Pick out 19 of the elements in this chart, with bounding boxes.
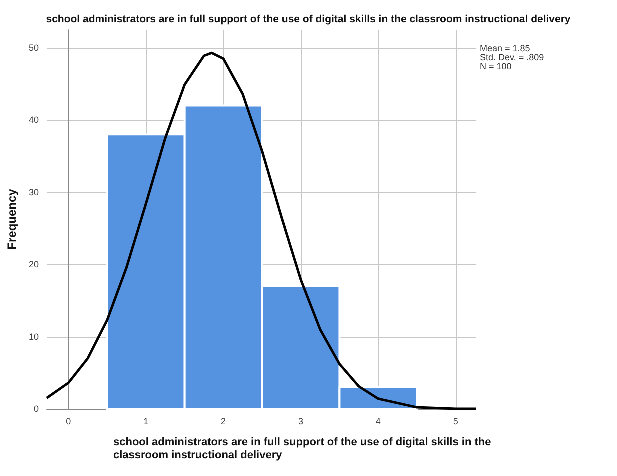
y-tick-label: 40 [28, 115, 39, 126]
text: Std. Dev. = .809 [480, 52, 544, 62]
x-axis-title: school administrators are in full support of the use of digital skills in the classroom instructional delivery [114, 436, 494, 462]
x-tick-label: 2 [221, 416, 226, 426]
x-tick-label: 1 [144, 416, 149, 426]
y-tick-label: 10 [28, 332, 39, 342]
y-tick-label: 20 [28, 260, 39, 270]
x-tick-label: 4 [376, 416, 381, 426]
chart-title: school administrators are in full support of the use of digital skills in the classroom instructional delivery [46, 14, 571, 26]
y-axis-title: Frequency [5, 188, 20, 250]
x-tick-label: 3 [298, 416, 304, 426]
y-tick-label: 50 [28, 43, 39, 54]
x-tick-label: 0 [66, 416, 72, 426]
text: N = 100 [480, 62, 512, 72]
line-series [46, 52, 478, 410]
text: Mean = 1.85 [480, 44, 530, 54]
y-tick-label: 30 [28, 187, 39, 198]
x-tick-label: 5 [453, 416, 458, 426]
y-tick-label: 0 [34, 404, 39, 414]
